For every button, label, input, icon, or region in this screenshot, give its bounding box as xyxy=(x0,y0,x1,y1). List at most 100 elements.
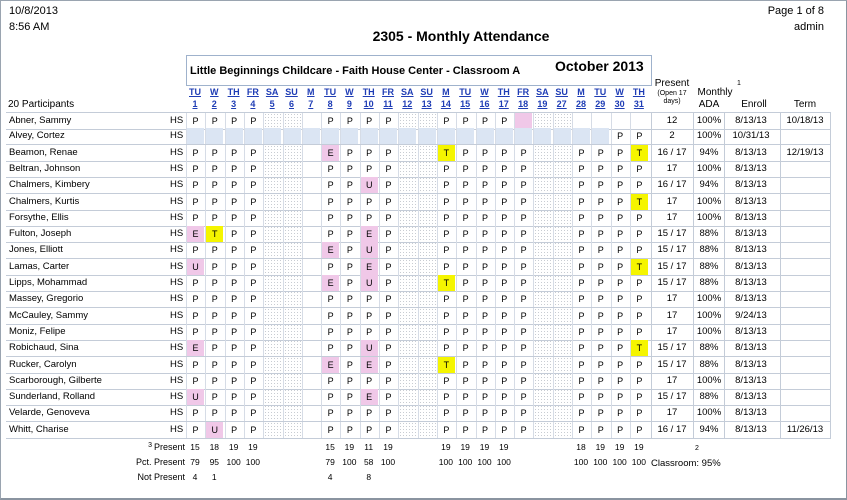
day-number-link[interactable]: 15 xyxy=(460,99,471,109)
attendance-cell[interactable]: P xyxy=(514,242,532,259)
attendance-cell[interactable]: P xyxy=(224,160,243,177)
attendance-cell[interactable] xyxy=(321,128,340,145)
participant-row[interactable]: Sunderland, Rolland HS U P P P P P E P P P P P P P P P P 15… xyxy=(6,389,830,407)
attendance-cell[interactable]: P xyxy=(494,356,513,373)
attendance-cell[interactable]: P xyxy=(494,405,513,422)
attendance-cell[interactable]: P xyxy=(243,340,262,357)
attendance-cell[interactable]: U xyxy=(359,177,378,194)
attendance-cell[interactable]: P xyxy=(243,372,262,389)
attendance-cell[interactable]: P xyxy=(629,177,648,194)
day-number-link[interactable]: 30 xyxy=(614,99,625,109)
attendance-cell[interactable]: E xyxy=(186,226,204,243)
day-of-week-label[interactable]: W xyxy=(210,87,219,97)
attendance-cell[interactable]: P xyxy=(359,160,378,177)
attendance-cell[interactable]: P xyxy=(340,258,358,275)
participant-row[interactable]: Beltran, Johnson HS P P P P P P P P P P P P P P P P P 17 100… xyxy=(6,160,830,178)
attendance-cell[interactable] xyxy=(282,372,301,389)
attendance-cell[interactable]: P xyxy=(591,323,609,340)
day-number-link[interactable]: 19 xyxy=(537,99,548,109)
attendance-cell[interactable] xyxy=(263,340,282,357)
attendance-cell[interactable]: U xyxy=(205,421,224,438)
attendance-cell[interactable] xyxy=(398,177,417,194)
attendance-cell[interactable] xyxy=(533,128,552,145)
attendance-cell[interactable]: P xyxy=(321,209,339,226)
day-number-link[interactable]: 12 xyxy=(402,99,413,109)
attendance-cell[interactable]: T xyxy=(436,144,455,161)
day-of-week-label[interactable]: TH xyxy=(362,87,375,97)
attendance-cell[interactable]: P xyxy=(456,405,474,422)
attendance-cell[interactable] xyxy=(572,113,590,129)
attendance-cell[interactable]: P xyxy=(186,356,204,373)
attendance-cell[interactable]: P xyxy=(591,372,609,389)
attendance-cell[interactable]: P xyxy=(379,242,397,259)
attendance-cell[interactable]: P xyxy=(591,421,609,438)
attendance-cell[interactable] xyxy=(282,323,301,340)
attendance-cell[interactable]: P xyxy=(186,242,204,259)
attendance-cell[interactable]: P xyxy=(379,258,397,275)
attendance-cell[interactable]: P xyxy=(436,193,455,210)
attendance-cell[interactable]: P xyxy=(243,193,262,210)
attendance-cell[interactable]: P xyxy=(572,242,590,259)
attendance-cell[interactable]: P xyxy=(572,421,590,438)
attendance-cell[interactable] xyxy=(282,340,301,357)
attendance-cell[interactable] xyxy=(552,226,571,243)
attendance-cell[interactable] xyxy=(263,226,282,243)
attendance-cell[interactable]: P xyxy=(340,405,358,422)
attendance-cell[interactable] xyxy=(282,291,301,308)
attendance-cell[interactable]: P xyxy=(572,275,590,291)
attendance-cell[interactable]: P xyxy=(456,113,474,129)
attendance-cell[interactable]: P xyxy=(610,356,629,373)
attendance-cell[interactable]: P xyxy=(494,389,513,406)
attendance-cell[interactable] xyxy=(301,323,320,340)
attendance-cell[interactable]: P xyxy=(243,356,262,373)
attendance-cell[interactable]: P xyxy=(610,291,629,308)
day-number-link[interactable]: 29 xyxy=(595,99,606,109)
attendance-cell[interactable] xyxy=(379,128,397,145)
attendance-cell[interactable] xyxy=(301,160,320,177)
participant-row[interactable]: Lamas, Carter HS U P P P P P E P P P P P P P P P T 15 / 17 8… xyxy=(6,258,830,276)
attendance-cell[interactable]: P xyxy=(243,389,262,406)
attendance-cell[interactable]: P xyxy=(494,372,513,389)
day-number-link[interactable]: 16 xyxy=(479,99,490,109)
attendance-cell[interactable]: P xyxy=(475,209,494,226)
attendance-cell[interactable] xyxy=(301,258,320,275)
attendance-cell[interactable]: P xyxy=(514,405,532,422)
attendance-cell[interactable] xyxy=(552,275,571,291)
attendance-cell[interactable]: P xyxy=(456,209,474,226)
attendance-cell[interactable]: P xyxy=(224,405,243,422)
attendance-cell[interactable]: P xyxy=(629,209,648,226)
attendance-cell[interactable] xyxy=(533,372,552,389)
attendance-cell[interactable]: P xyxy=(224,389,243,406)
attendance-cell[interactable]: P xyxy=(224,340,243,357)
attendance-cell[interactable] xyxy=(552,177,571,194)
attendance-cell[interactable]: P xyxy=(572,356,590,373)
attendance-cell[interactable]: P xyxy=(629,421,648,438)
attendance-cell[interactable]: P xyxy=(494,113,513,129)
attendance-cell[interactable]: P xyxy=(359,405,378,422)
attendance-cell[interactable]: E xyxy=(359,389,378,406)
attendance-cell[interactable]: P xyxy=(224,307,243,324)
attendance-cell[interactable]: P xyxy=(610,160,629,177)
attendance-cell[interactable]: P xyxy=(475,372,494,389)
attendance-cell[interactable]: P xyxy=(591,356,609,373)
attendance-cell[interactable]: U xyxy=(359,242,378,259)
attendance-cell[interactable]: P xyxy=(186,160,204,177)
attendance-cell[interactable] xyxy=(186,128,204,145)
attendance-cell[interactable]: P xyxy=(186,291,204,308)
attendance-cell[interactable] xyxy=(263,389,282,406)
attendance-cell[interactable]: P xyxy=(243,405,262,422)
attendance-cell[interactable]: P xyxy=(572,291,590,308)
attendance-cell[interactable]: P xyxy=(340,389,358,406)
attendance-cell[interactable] xyxy=(282,144,301,161)
attendance-cell[interactable] xyxy=(417,372,436,389)
attendance-cell[interactable]: P xyxy=(629,356,648,373)
attendance-cell[interactable]: P xyxy=(359,307,378,324)
attendance-cell[interactable] xyxy=(398,421,417,438)
attendance-cell[interactable] xyxy=(398,209,417,226)
attendance-cell[interactable]: P xyxy=(340,340,358,357)
attendance-cell[interactable] xyxy=(552,356,571,373)
attendance-cell[interactable]: P xyxy=(205,258,223,275)
attendance-cell[interactable]: P xyxy=(224,291,243,308)
attendance-cell[interactable] xyxy=(552,258,571,275)
day-number-link[interactable]: 2 xyxy=(211,99,217,109)
